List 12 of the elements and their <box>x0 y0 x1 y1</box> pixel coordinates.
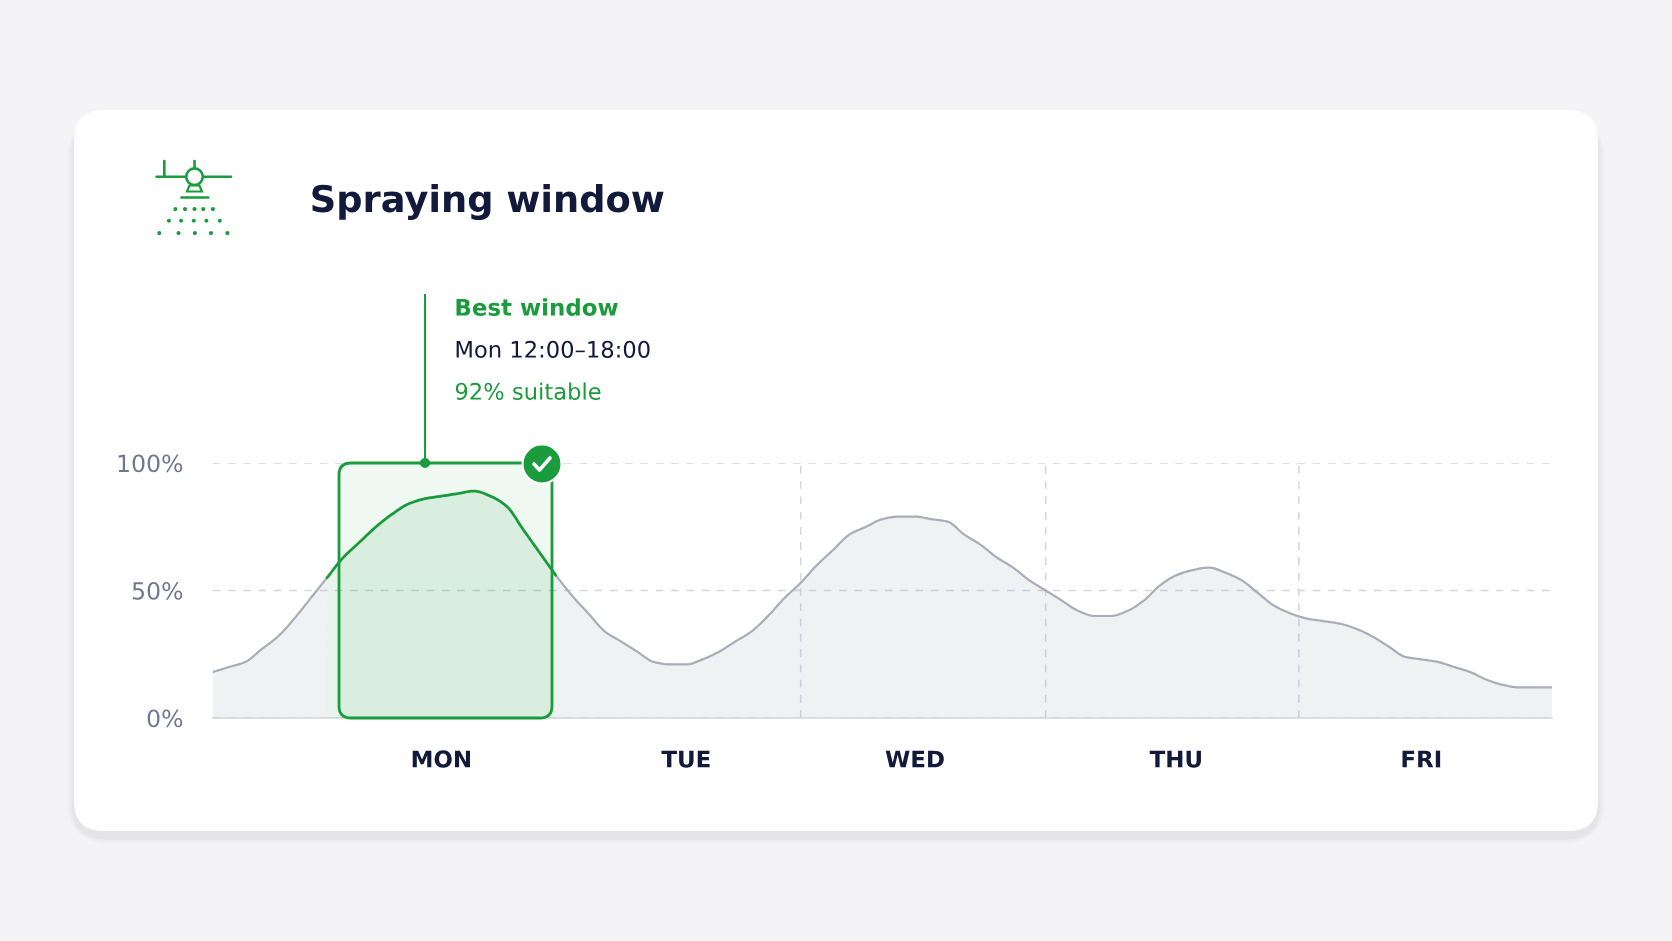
x-tick-label: TUE <box>661 750 710 768</box>
x-tick-label: THU <box>1149 750 1201 768</box>
x-tick-label: WED <box>885 750 944 768</box>
x-tick-label: FRI <box>1402 750 1441 768</box>
text: 92% suitable <box>455 382 601 400</box>
x-tick-label: MON <box>412 750 470 768</box>
chart-title: Spraying window <box>312 184 664 220</box>
text: Best window <box>456 298 618 316</box>
y-tick-label: 0% <box>147 709 183 728</box>
text: Mon 12:00–18:00 <box>456 340 650 358</box>
y-tick-label: 50% <box>132 581 183 600</box>
y-tick-label: 100% <box>118 454 183 473</box>
